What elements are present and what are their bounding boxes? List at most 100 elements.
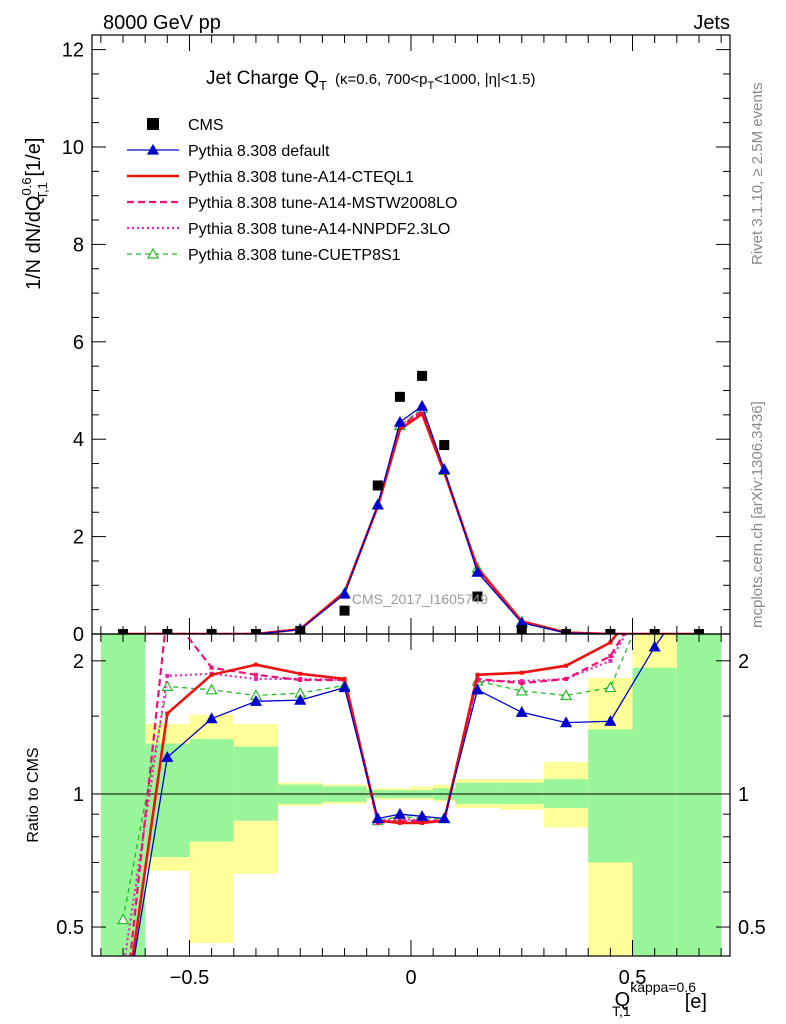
ratio-marker-s2-2 xyxy=(209,665,214,670)
band-green-11 xyxy=(499,782,544,804)
band-green-15 xyxy=(676,634,722,956)
ratio-marker-s2-12 xyxy=(564,676,569,681)
ratio-marker-s4-2 xyxy=(205,683,218,695)
ratio-marker-s4-15 xyxy=(694,578,704,587)
ratio-marker-s0-6 xyxy=(371,812,384,824)
ratio-marker-s0-14 xyxy=(648,640,661,652)
x-tick-label-2: 0.5 xyxy=(619,967,647,989)
band-green-0 xyxy=(100,634,146,956)
ratio-marker-s2-13 xyxy=(608,654,613,659)
main-ytick-label-5: 10 xyxy=(62,137,84,159)
main-y-axis-label: 1/N dN/dQ0.6T,1 [1/e] xyxy=(19,138,50,290)
ratio-line-series-0 xyxy=(133,634,665,956)
ratio-ytick-label-right-2: 2 xyxy=(738,651,749,673)
legend-label-0: CMS xyxy=(188,117,224,134)
ratio-marker-s2-14 xyxy=(653,581,657,585)
channel-label: Jets xyxy=(693,12,730,34)
cms-point-7 xyxy=(394,391,405,402)
ratio-marker-s4-14 xyxy=(650,578,660,587)
ratio-marker-s2-15 xyxy=(697,581,701,585)
main-ytick-label-4: 8 xyxy=(73,234,84,256)
ratio-marker-s4-0 xyxy=(116,913,130,925)
ratio-y-axis-label: Ratio to CMS xyxy=(25,747,42,842)
ratio-marker-s0-3 xyxy=(249,695,262,706)
mcplots-label: mcplots.cern.ch [arXiv:1306.3436] xyxy=(749,401,766,628)
legend-label-2: Pythia 8.308 tune-A14-CTEQL1 xyxy=(188,169,414,186)
band-green-10 xyxy=(455,782,500,804)
ratio-ytick-label-left-0: 0.5 xyxy=(56,917,84,939)
main-ytick-label-0: 0 xyxy=(73,624,84,646)
main-ytick-label-6: 12 xyxy=(62,40,84,62)
ratio-marker-s1-13 xyxy=(608,640,613,645)
rivet-label: Rivet 3.1.10, ≥ 2.5M events xyxy=(749,83,766,266)
ratio-marker-s1-1 xyxy=(165,711,170,716)
main-marker-s1-10 xyxy=(471,565,484,577)
main-marker-s1-6 xyxy=(371,498,384,510)
ratio-marker-s0-4 xyxy=(294,693,307,705)
main-title: Jet Charge QT (κ=0.6, 700<pT<1000, |η|<1.… xyxy=(206,68,535,93)
ratio-line-series-4 xyxy=(122,634,634,920)
ratio-marker-s3-0 xyxy=(121,968,125,972)
legend: CMS Pythia 8.308 default Pythia 8.308 tune… xyxy=(127,117,457,264)
cms-point-6 xyxy=(372,480,383,491)
band-green-13 xyxy=(588,729,633,863)
ratio-ytick-label-left-2: 2 xyxy=(73,651,84,673)
x-axis-label: Qkappa=0.6 T,1 [e] xyxy=(612,979,707,1019)
band-green-3 xyxy=(233,746,279,821)
ratio-marker-s1-3 xyxy=(253,662,258,667)
ratio-marker-s0-10 xyxy=(471,683,484,695)
ratio-ytick-label-right-1: 1 xyxy=(738,784,749,806)
main-line-series-5 xyxy=(123,407,699,634)
x-tick-label-0: −0.5 xyxy=(170,967,209,989)
ratio-marker-s0-1 xyxy=(161,751,174,762)
ratio-marker-s1-14 xyxy=(653,581,657,585)
cms-point-10 xyxy=(472,591,483,602)
ratio-uncertainty-bands xyxy=(92,634,730,956)
ratio-marker-s1-15 xyxy=(697,581,701,585)
ratio-marker-s4-13 xyxy=(604,681,617,693)
ratio-marker-s0-12 xyxy=(560,716,573,728)
ratio-marker-s2-1 xyxy=(165,608,169,612)
legend-label-1: Pythia 8.308 default xyxy=(188,143,330,160)
ratio-marker-s3-1 xyxy=(165,673,170,678)
ratio-marker-s3-3 xyxy=(253,676,258,681)
ratio-marker-s0-2 xyxy=(205,712,218,724)
ratio-marker-s1-7 xyxy=(397,820,402,825)
ratio-marker-s3-13 xyxy=(608,658,613,663)
main-ytick-label-2: 4 xyxy=(73,429,84,451)
ratio-marker-s2-4 xyxy=(298,678,303,683)
main-marker-s1-9 xyxy=(438,463,451,474)
ratio-line-series-1 xyxy=(131,634,619,956)
ratio-marker-s0-0 xyxy=(118,1020,128,1024)
main-marker-s1-7 xyxy=(393,415,406,427)
cms-point-9 xyxy=(439,440,450,451)
ratio-marker-s1-8 xyxy=(420,820,425,825)
ratio-marker-s0-9 xyxy=(438,812,451,824)
band-green-2 xyxy=(189,739,234,842)
main-ytick-label-1: 2 xyxy=(73,527,84,549)
ratio-marker-s2-11 xyxy=(519,681,524,686)
ratio-ytick-label-right-0: 0.5 xyxy=(738,917,766,939)
ratio-marker-s0-15 xyxy=(694,578,704,587)
x-tick-label-1: 0 xyxy=(405,967,416,989)
ratio-marker-s0-13 xyxy=(604,715,617,726)
ratio-marker-s0-11 xyxy=(515,706,528,717)
band-green-14 xyxy=(632,667,677,956)
cms-point-5 xyxy=(339,605,350,616)
legend-label-4: Pythia 8.308 tune-A14-NNPDF2.3LO xyxy=(188,221,450,238)
ratio-marker-s0-8 xyxy=(416,810,429,821)
ratio-line-series-2 xyxy=(129,634,626,956)
main-marker-s1-5 xyxy=(338,587,351,599)
ratio-series-group xyxy=(116,578,704,1024)
legend-label-5: Pythia 8.308 tune-CUETP8S1 xyxy=(188,247,401,264)
ratio-marker-s2-7 xyxy=(397,818,402,823)
ratio-marker-s1-12 xyxy=(564,663,569,668)
ratio-marker-s1-10 xyxy=(475,672,480,677)
analysis-watermark: CMS_2017_I1605749 xyxy=(352,591,488,607)
ratio-marker-s1-5 xyxy=(342,676,347,681)
ratio-marker-s4-12 xyxy=(560,689,573,701)
main-marker-s1-8 xyxy=(416,399,429,411)
legend-marker-1 xyxy=(146,143,160,155)
